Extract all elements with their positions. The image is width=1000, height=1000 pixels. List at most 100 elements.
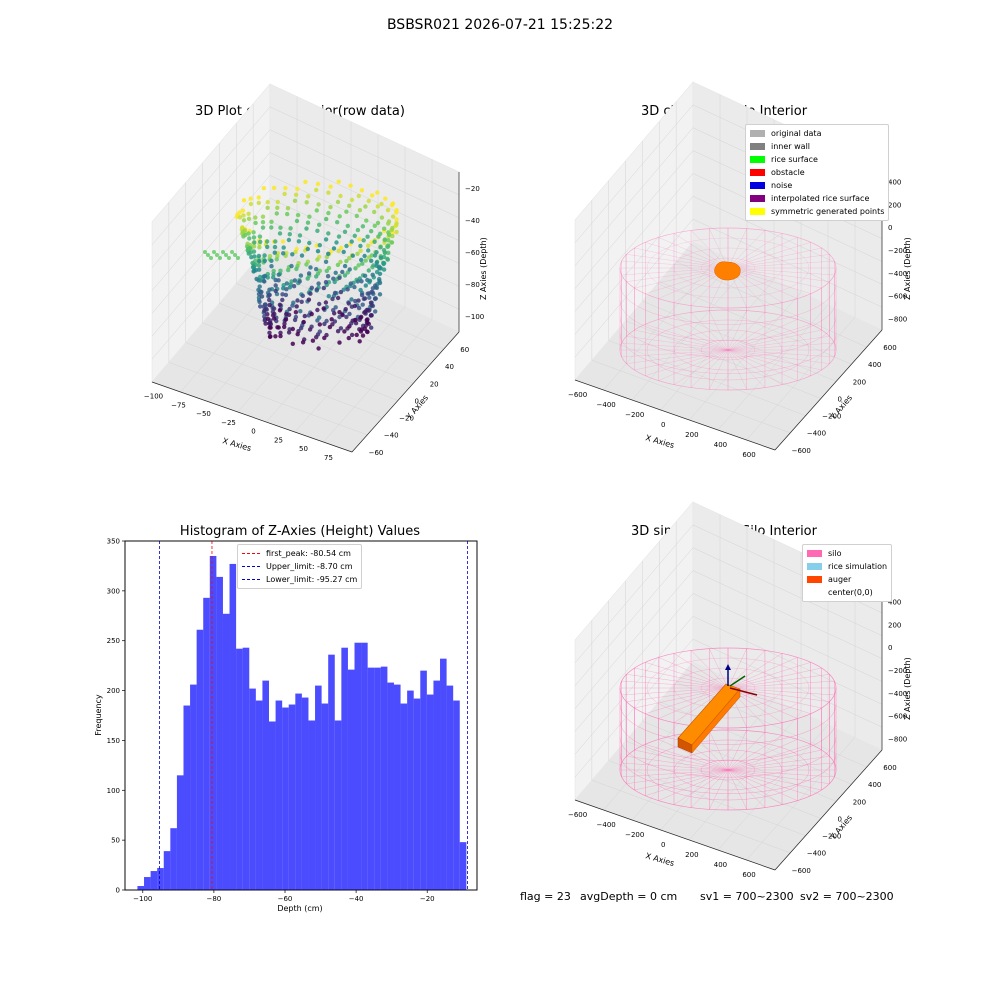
data-point (263, 321, 268, 326)
plot4-xlabel: X Axies (644, 851, 675, 868)
data-point (366, 198, 371, 204)
data-point (297, 233, 303, 238)
plot4-axes: −600 −400 −200 0 200 400 600 −600 −400 −200 0 200 40… (568, 501, 907, 879)
data-point (304, 262, 309, 267)
data-point (272, 316, 277, 321)
grid-line (574, 638, 694, 778)
data-point (390, 201, 396, 206)
data-point (286, 237, 292, 243)
y-tick-label: 60 (460, 346, 469, 354)
data-point (347, 311, 352, 317)
y-tick-label: 20 (430, 380, 439, 388)
x-tick-label: 0 (251, 428, 255, 436)
data-point (363, 283, 368, 288)
legend-entry: rice simulation (807, 560, 887, 573)
data-point (314, 267, 319, 272)
data-point (305, 220, 311, 225)
data-point (246, 211, 251, 216)
data-point (314, 287, 319, 292)
data-point (381, 267, 387, 272)
data-point (206, 253, 210, 257)
data-point (262, 279, 267, 284)
data-point (332, 319, 338, 324)
data-point (386, 238, 391, 243)
data-point (294, 266, 299, 272)
auger-body-side (691, 688, 741, 754)
data-point (345, 223, 350, 229)
y-tick-label: 50 (111, 837, 120, 845)
data-point (370, 272, 375, 277)
data-point (337, 275, 342, 280)
silo-top-spoke (727, 233, 783, 269)
grid-line (692, 570, 883, 659)
z-tick-label: −40 (465, 217, 480, 225)
data-point (317, 301, 322, 307)
data-point (352, 233, 357, 238)
data-point (265, 205, 270, 210)
silo-floor-ring (673, 329, 783, 371)
data-point (358, 248, 363, 253)
y-tick-label: 150 (107, 737, 120, 745)
silo-wall-ring (619, 284, 837, 325)
grid-line (294, 306, 406, 433)
histogram-bar (301, 697, 309, 890)
silo-top-spoke (727, 237, 798, 269)
grid-line (692, 638, 883, 728)
grid-line (591, 780, 791, 854)
data-point (365, 320, 370, 325)
x-tick-label: 75 (324, 454, 333, 462)
grid-line (574, 173, 694, 312)
data-point (290, 341, 295, 346)
z-tick-label: 400 (888, 598, 901, 606)
data-point (287, 306, 292, 312)
y-tick-label: −200 (822, 413, 841, 421)
y-tick-label: −60 (369, 449, 384, 457)
grid-line (269, 152, 460, 241)
data-point (344, 243, 349, 249)
data-point (317, 222, 322, 227)
data-point (325, 274, 331, 279)
data-point (251, 264, 256, 269)
data-point (346, 335, 351, 341)
y-tick-label: 0 (116, 887, 120, 895)
x-tick-label: 50 (299, 445, 308, 453)
histogram-bar (163, 851, 171, 890)
data-point (290, 303, 295, 308)
data-point (377, 280, 383, 286)
data-point (274, 211, 279, 216)
figure-title: BSBSR021 2026-07-21 15:25:22 (386, 17, 614, 33)
data-point (326, 251, 331, 256)
data-point (336, 234, 342, 239)
data-point (298, 309, 303, 314)
data-point (252, 240, 257, 245)
histogram-bar (209, 555, 217, 890)
data-point (365, 307, 370, 312)
data-point (321, 306, 326, 311)
data-point (383, 196, 388, 201)
histogram-bar (334, 720, 342, 890)
silo-wall-ring (619, 317, 837, 358)
data-point (290, 326, 295, 332)
y-tick-label: 200 (107, 687, 120, 695)
legend-label: rice simulation (828, 562, 888, 571)
data-point (317, 322, 322, 327)
histogram-bar (196, 629, 204, 890)
y-tick-label: 200 (853, 798, 866, 806)
data-point (257, 234, 263, 239)
grid-line (660, 279, 775, 411)
data-point (390, 225, 395, 231)
data-point (363, 204, 368, 209)
y-tick-label: 40 (445, 363, 454, 371)
legend-label: inner wall (771, 142, 811, 151)
data-point (314, 274, 319, 279)
plot2-axes: −600 −400 −200 0 200 400 600 −600 −400 −200 0 200 40… (568, 81, 907, 459)
data-point (300, 293, 305, 298)
histogram-bar (420, 670, 427, 890)
grid-line (151, 106, 271, 246)
data-point (267, 320, 273, 325)
data-point (282, 324, 287, 330)
grid-line (219, 302, 414, 384)
data-point (293, 249, 298, 255)
histogram-bar (341, 647, 348, 890)
legend-label: first_peak: -80.54 cm (266, 549, 351, 558)
